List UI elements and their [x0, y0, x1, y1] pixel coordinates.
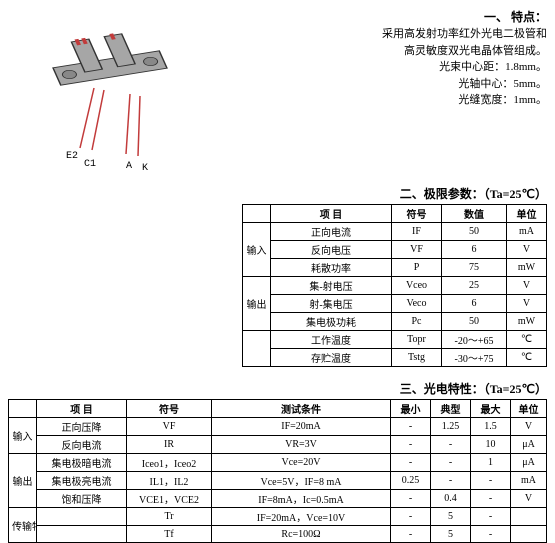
feature-line: 高灵敏度双光电晶体管组成。 [272, 43, 547, 60]
table-header-row: 项 目 符号 数值 单位 [243, 205, 547, 223]
table-row: 存贮温度Tstg-30～+75℃ [243, 349, 547, 367]
table-row: 反向电流IRVR=3V--10μA [9, 436, 547, 454]
table3-title: 三、光电特性：（Ta=25℃） [8, 380, 547, 399]
table-row: 输入正向电流IF50mA [243, 223, 547, 241]
group-output: 输出 [9, 454, 37, 508]
col-item: 项 目 [37, 400, 127, 418]
table-row: 射-集电压Veco6V [243, 295, 547, 313]
optical-characteristics-table: 三、光电特性：（Ta=25℃） 项 目 符号 测试条件 最小 典型 最大 单位 … [8, 380, 547, 543]
col-min: 最小 [391, 400, 431, 418]
pin-k: K [142, 163, 148, 174]
group-output: 输出 [243, 277, 271, 331]
group-input: 输入 [243, 223, 271, 277]
col-value: 数值 [442, 205, 507, 223]
features-block: 一、 特点： 采用高发射功率红外光电二极管和 高灵敏度双光电晶体管组成。 光束中… [272, 8, 547, 109]
table-row: 饱和压降VCE1，VCE2IF=8mA，Ic=0.5mA-0.4-V [9, 490, 547, 508]
table-row: 集电极亮电流IL1，IL2Vce=5V，IF=8 mA0.25--mA [9, 472, 547, 490]
table-row: 反向电压VF6V [243, 241, 547, 259]
feature-line: 光束中心距：1.8mm。 [272, 59, 547, 76]
col-unit: 单位 [507, 205, 547, 223]
table-row: 传输特性TrIF=20mA，Vce=10V-5- [9, 508, 547, 526]
col-unit: 单位 [511, 400, 547, 418]
col-cond: 测试条件 [212, 400, 391, 418]
group-transfer: 传输特性 [9, 508, 37, 543]
table-row: 集电极功耗Pc50mW [243, 313, 547, 331]
pin-c1: C1 [84, 159, 96, 170]
col-typ: 典型 [431, 400, 471, 418]
table-row: TfRc=100Ω-5- [9, 526, 547, 543]
table-row: 输出集电极暗电流Iceo1，Iceo2Vce=20V--1μA [9, 454, 547, 472]
feature-line: 光轴中心：5mm。 [272, 76, 547, 93]
table-row: 耗散功率P75mW [243, 259, 547, 277]
feature-line: 光缝宽度：1mm。 [272, 92, 547, 109]
feature-line: 采用高发射功率红外光电二极管和 [272, 26, 547, 43]
table2-title: 二、极限参数：（Ta=25℃） [242, 185, 547, 204]
table-row: 输入正向压降VFIF=20mA-1.251.5V [9, 418, 547, 436]
group-input: 输入 [9, 418, 37, 454]
pin-e2: E2 [66, 151, 78, 162]
pin-a: A [126, 161, 132, 172]
limit-params-table: 二、极限参数：（Ta=25℃） 项 目 符号 数值 单位 输入正向电流IF50m… [242, 185, 547, 367]
table-row: 工作温度Topr-20～+65℃ [243, 331, 547, 349]
col-symbol: 符号 [392, 205, 442, 223]
table-row: 输出集-射电压Vceo25V [243, 277, 547, 295]
col-symbol: 符号 [127, 400, 212, 418]
table-header-row: 项 目 符号 测试条件 最小 典型 最大 单位 [9, 400, 547, 418]
col-item: 项 目 [271, 205, 392, 223]
col-max: 最大 [471, 400, 511, 418]
sensor-diagram: E2 C1 A K [30, 8, 190, 178]
features-header: 一、 特点： [272, 8, 547, 26]
